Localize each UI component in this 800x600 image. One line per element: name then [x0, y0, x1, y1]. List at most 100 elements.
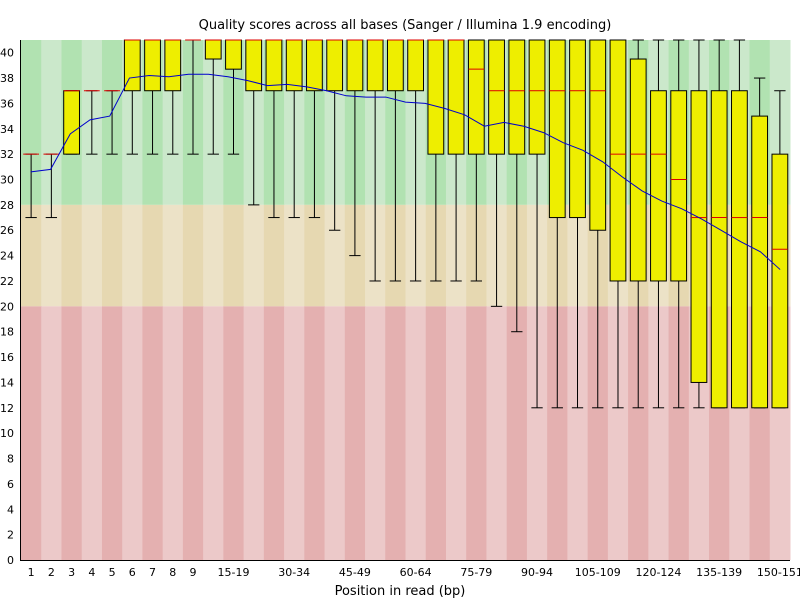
chart-title: Quality scores across all bases (Sanger … — [199, 18, 612, 33]
x-tick-label-120-124: 120-124 — [635, 566, 681, 579]
band-cell-2-11 — [243, 306, 265, 560]
y-tick-label-0: 0 — [7, 554, 14, 567]
y-tick-label-8: 8 — [7, 453, 14, 466]
band-cell-2-0 — [21, 306, 42, 560]
x-tick-label-150-151: 150-151 — [757, 566, 800, 579]
box-7 — [144, 39, 161, 92]
box-70-74 — [447, 39, 465, 155]
band-cell-2-5 — [122, 306, 143, 560]
box-125-129 — [670, 90, 688, 282]
band-cell-1-14 — [304, 204, 326, 307]
band-cell-2-17 — [365, 306, 386, 560]
band-cell-1-10 — [223, 204, 245, 307]
y-tick-label-24: 24 — [0, 250, 14, 263]
x-tick-label-30-34: 30-34 — [278, 566, 310, 579]
band-cell-0-0 — [21, 40, 42, 205]
y-tick-label-20: 20 — [0, 300, 14, 313]
box-3 — [63, 90, 80, 155]
x-tick-label-105-109: 105-109 — [575, 566, 621, 579]
band-cell-1-12 — [263, 204, 285, 307]
x-tick-label-15-19: 15-19 — [218, 566, 250, 579]
x-axis-label: Position in read (bp) — [335, 584, 466, 599]
band-cell-1-11 — [243, 204, 265, 307]
band-cell-2-3 — [81, 306, 103, 560]
band-cell-2-16 — [344, 306, 366, 560]
x-tick-label-1: 1 — [28, 566, 35, 579]
x-tick-label-4: 4 — [88, 566, 95, 579]
box-140-144 — [731, 90, 748, 409]
box-60-64 — [407, 39, 425, 92]
y-tick-label-10: 10 — [0, 427, 14, 440]
box-40-44 — [326, 39, 344, 92]
x-tick-label-5: 5 — [109, 566, 116, 579]
band-cell-2-8 — [182, 306, 204, 560]
y-tick-label-28: 28 — [0, 199, 14, 212]
band-cell-2-21 — [445, 306, 467, 560]
band-cell-2-12 — [263, 306, 285, 560]
box-10-14 — [204, 39, 222, 60]
band-cell-2-24 — [506, 306, 528, 560]
medians — [23, 39, 788, 250]
band-cell-2-20 — [425, 306, 447, 560]
x-tick-label-2: 2 — [48, 566, 55, 579]
band-cell-1-1 — [41, 204, 62, 307]
band-cell-2-32 — [668, 306, 690, 560]
box-145-149 — [751, 115, 769, 409]
box-150-151 — [771, 153, 789, 409]
box-120-124 — [650, 90, 667, 282]
y-tick-label-36: 36 — [0, 97, 14, 110]
x-tick-label-6: 6 — [129, 566, 136, 579]
band-cell-1-2 — [61, 204, 83, 307]
box-25-29 — [265, 39, 283, 92]
box-110-114 — [609, 39, 627, 282]
x-tick-label-45-49: 45-49 — [339, 566, 371, 579]
box-15-19 — [225, 39, 242, 70]
band-cell-2-31 — [648, 306, 670, 560]
x-tick-label-8: 8 — [169, 566, 176, 579]
band-cell-2-29 — [607, 306, 629, 560]
band-cell-2-23 — [486, 306, 508, 560]
band-cell-2-2 — [61, 306, 83, 560]
box-75-79 — [467, 39, 485, 155]
y-tick-label-34: 34 — [0, 123, 14, 136]
y-tick-label-16: 16 — [0, 351, 14, 364]
band-cell-2-4 — [101, 306, 123, 560]
band-cell-2-18 — [385, 306, 406, 560]
band-cell-2-10 — [223, 306, 245, 560]
box-30-34 — [285, 39, 303, 92]
band-cell-1-6 — [142, 204, 164, 307]
band-cell-1-0 — [21, 204, 42, 307]
band-cell-2-6 — [142, 306, 164, 560]
band-cell-2-27 — [567, 306, 589, 560]
box-90-94 — [528, 39, 546, 155]
x-tick-label-90-94: 90-94 — [521, 566, 553, 579]
y-tick-label-40: 40 — [0, 47, 14, 60]
band-cell-1-5 — [122, 204, 143, 307]
box-95-99 — [548, 39, 566, 219]
band-cell-2-25 — [526, 306, 548, 560]
box-130-134 — [690, 90, 708, 383]
band-cell-2-22 — [466, 306, 487, 560]
band-cell-0-1 — [41, 40, 62, 205]
y-tick-label-14: 14 — [0, 376, 14, 389]
band-cell-2-7 — [162, 306, 184, 560]
y-tick-label-18: 18 — [0, 326, 14, 339]
band-cell-2-30 — [628, 306, 649, 560]
box-8 — [164, 39, 182, 92]
box-85-89 — [508, 39, 526, 155]
band-cell-1-4 — [101, 204, 123, 307]
y-tick-label-32: 32 — [0, 148, 14, 161]
band-cell-1-3 — [81, 204, 103, 307]
box-105-109 — [589, 39, 607, 231]
x-tick-label-75-79: 75-79 — [460, 566, 492, 579]
band-cell-2-28 — [587, 306, 609, 560]
box-115-119 — [629, 58, 647, 282]
band-cell-2-13 — [284, 306, 305, 560]
band-cell-2-19 — [405, 306, 427, 560]
y-tick-label-22: 22 — [0, 275, 14, 288]
box-65-69 — [427, 39, 445, 155]
band-cell-2-15 — [324, 306, 346, 560]
box-45-49 — [346, 39, 364, 92]
band-cell-1-8 — [182, 204, 204, 307]
